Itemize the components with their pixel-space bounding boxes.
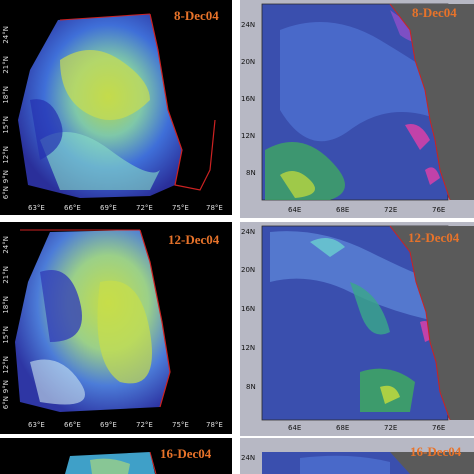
wind-map-panel-1: 8-Dec04 24N 20N 16N 12N 8N 64E 68E 72E 7… bbox=[240, 0, 474, 218]
x-tick-chl-2-0: 63°E bbox=[28, 421, 45, 429]
chl-map-image-3 bbox=[65, 451, 157, 474]
x-tick-chl-1-1: 66°E bbox=[64, 204, 81, 212]
x-tick-chl-2-4: 75°E bbox=[172, 421, 189, 429]
x-tick-wind-2-1: 68E bbox=[336, 424, 350, 432]
y-tick-chl-1-4: 12°N bbox=[2, 146, 10, 164]
wind-map-image-3 bbox=[262, 452, 474, 474]
date-label-left-2: 12-Dec04 bbox=[168, 232, 220, 247]
date-label-left-3: 16-Dec04 bbox=[160, 446, 212, 461]
date-label-right-2: 12-Dec04 bbox=[408, 230, 460, 245]
y-tick-chl-1-2: 18°N bbox=[2, 86, 10, 104]
x-tick-chl-1-2: 69°E bbox=[100, 204, 117, 212]
y-tick-chl-2-6: 6°N bbox=[2, 396, 10, 410]
chl-map-image-2 bbox=[15, 229, 171, 412]
x-tick-chl-2-1: 66°E bbox=[64, 421, 81, 429]
y-tick-wind-2-2: 16N bbox=[241, 305, 256, 313]
y-tick-chl-2-1: 21°N bbox=[2, 266, 10, 284]
x-tick-chl-1-3: 72°E bbox=[136, 204, 153, 212]
y-tick-wind-1-1: 20N bbox=[241, 58, 256, 66]
y-tick-chl-1-5: 9°N bbox=[2, 170, 10, 184]
chl-map-panel-3: 16-Dec04 bbox=[0, 438, 232, 474]
chl-map-panel-2: 12-Dec04 24°N 21°N 18°N 15°N 12°N 9°N 6°… bbox=[0, 222, 232, 434]
y-tick-wind-1-4: 8N bbox=[246, 169, 256, 177]
chl-map-image-1 bbox=[18, 13, 216, 198]
x-tick-wind-1-3: 76E bbox=[432, 206, 446, 214]
date-label-left-1: 8-Dec04 bbox=[174, 8, 219, 23]
wind-map-image-1 bbox=[261, 3, 474, 201]
x-tick-wind-2-0: 64E bbox=[288, 424, 302, 432]
x-tick-chl-1-5: 78°E bbox=[206, 204, 223, 212]
y-tick-wind-1-2: 16N bbox=[241, 95, 256, 103]
y-tick-chl-2-4: 12°N bbox=[2, 356, 10, 374]
y-tick-wind-2-0: 24N bbox=[241, 228, 256, 236]
x-tick-wind-2-3: 76E bbox=[432, 424, 446, 432]
x-tick-wind-1-0: 64E bbox=[288, 206, 302, 214]
x-tick-chl-1-0: 63°E bbox=[28, 204, 45, 212]
y-tick-chl-1-0: 24°N bbox=[2, 26, 10, 44]
y-tick-wind-2-1: 20N bbox=[241, 266, 256, 274]
date-label-right-1: 8-Dec04 bbox=[412, 5, 457, 20]
x-tick-chl-2-5: 78°E bbox=[206, 421, 223, 429]
y-tick-chl-1-3: 15°N bbox=[2, 116, 10, 134]
x-tick-chl-2-3: 72°E bbox=[136, 421, 153, 429]
y-tick-chl-2-2: 18°N bbox=[2, 296, 10, 314]
x-tick-chl-2-2: 69°E bbox=[100, 421, 117, 429]
y-tick-wind-3-0: 24N bbox=[241, 454, 256, 462]
wind-map-image-2 bbox=[261, 225, 474, 421]
wind-map-panel-2: 12-Dec04 24N 20N 16N 12N 8N 64E 68E 72E … bbox=[240, 222, 474, 436]
y-tick-chl-1-6: 6°N bbox=[2, 186, 10, 200]
date-label-right-3: 16-Dec04 bbox=[410, 444, 462, 459]
y-tick-wind-1-3: 12N bbox=[241, 132, 256, 140]
y-tick-wind-2-3: 12N bbox=[241, 344, 256, 352]
y-tick-chl-2-0: 24°N bbox=[2, 236, 10, 254]
x-tick-wind-1-2: 72E bbox=[384, 206, 398, 214]
y-tick-wind-1-0: 24N bbox=[241, 21, 256, 29]
x-tick-chl-1-4: 75°E bbox=[172, 204, 189, 212]
y-tick-chl-1-1: 21°N bbox=[2, 56, 10, 74]
y-tick-chl-2-5: 9°N bbox=[2, 380, 10, 394]
chl-map-panel-1: 8-Dec04 24°N 21°N 18°N 15°N 12°N 9°N 6°N… bbox=[0, 0, 232, 215]
wind-map-panel-3: 24N 16-Dec04 bbox=[240, 438, 474, 474]
y-tick-wind-2-4: 8N bbox=[246, 383, 256, 391]
y-tick-chl-2-3: 15°N bbox=[2, 326, 10, 344]
x-tick-wind-1-1: 68E bbox=[336, 206, 350, 214]
x-tick-wind-2-2: 72E bbox=[384, 424, 398, 432]
